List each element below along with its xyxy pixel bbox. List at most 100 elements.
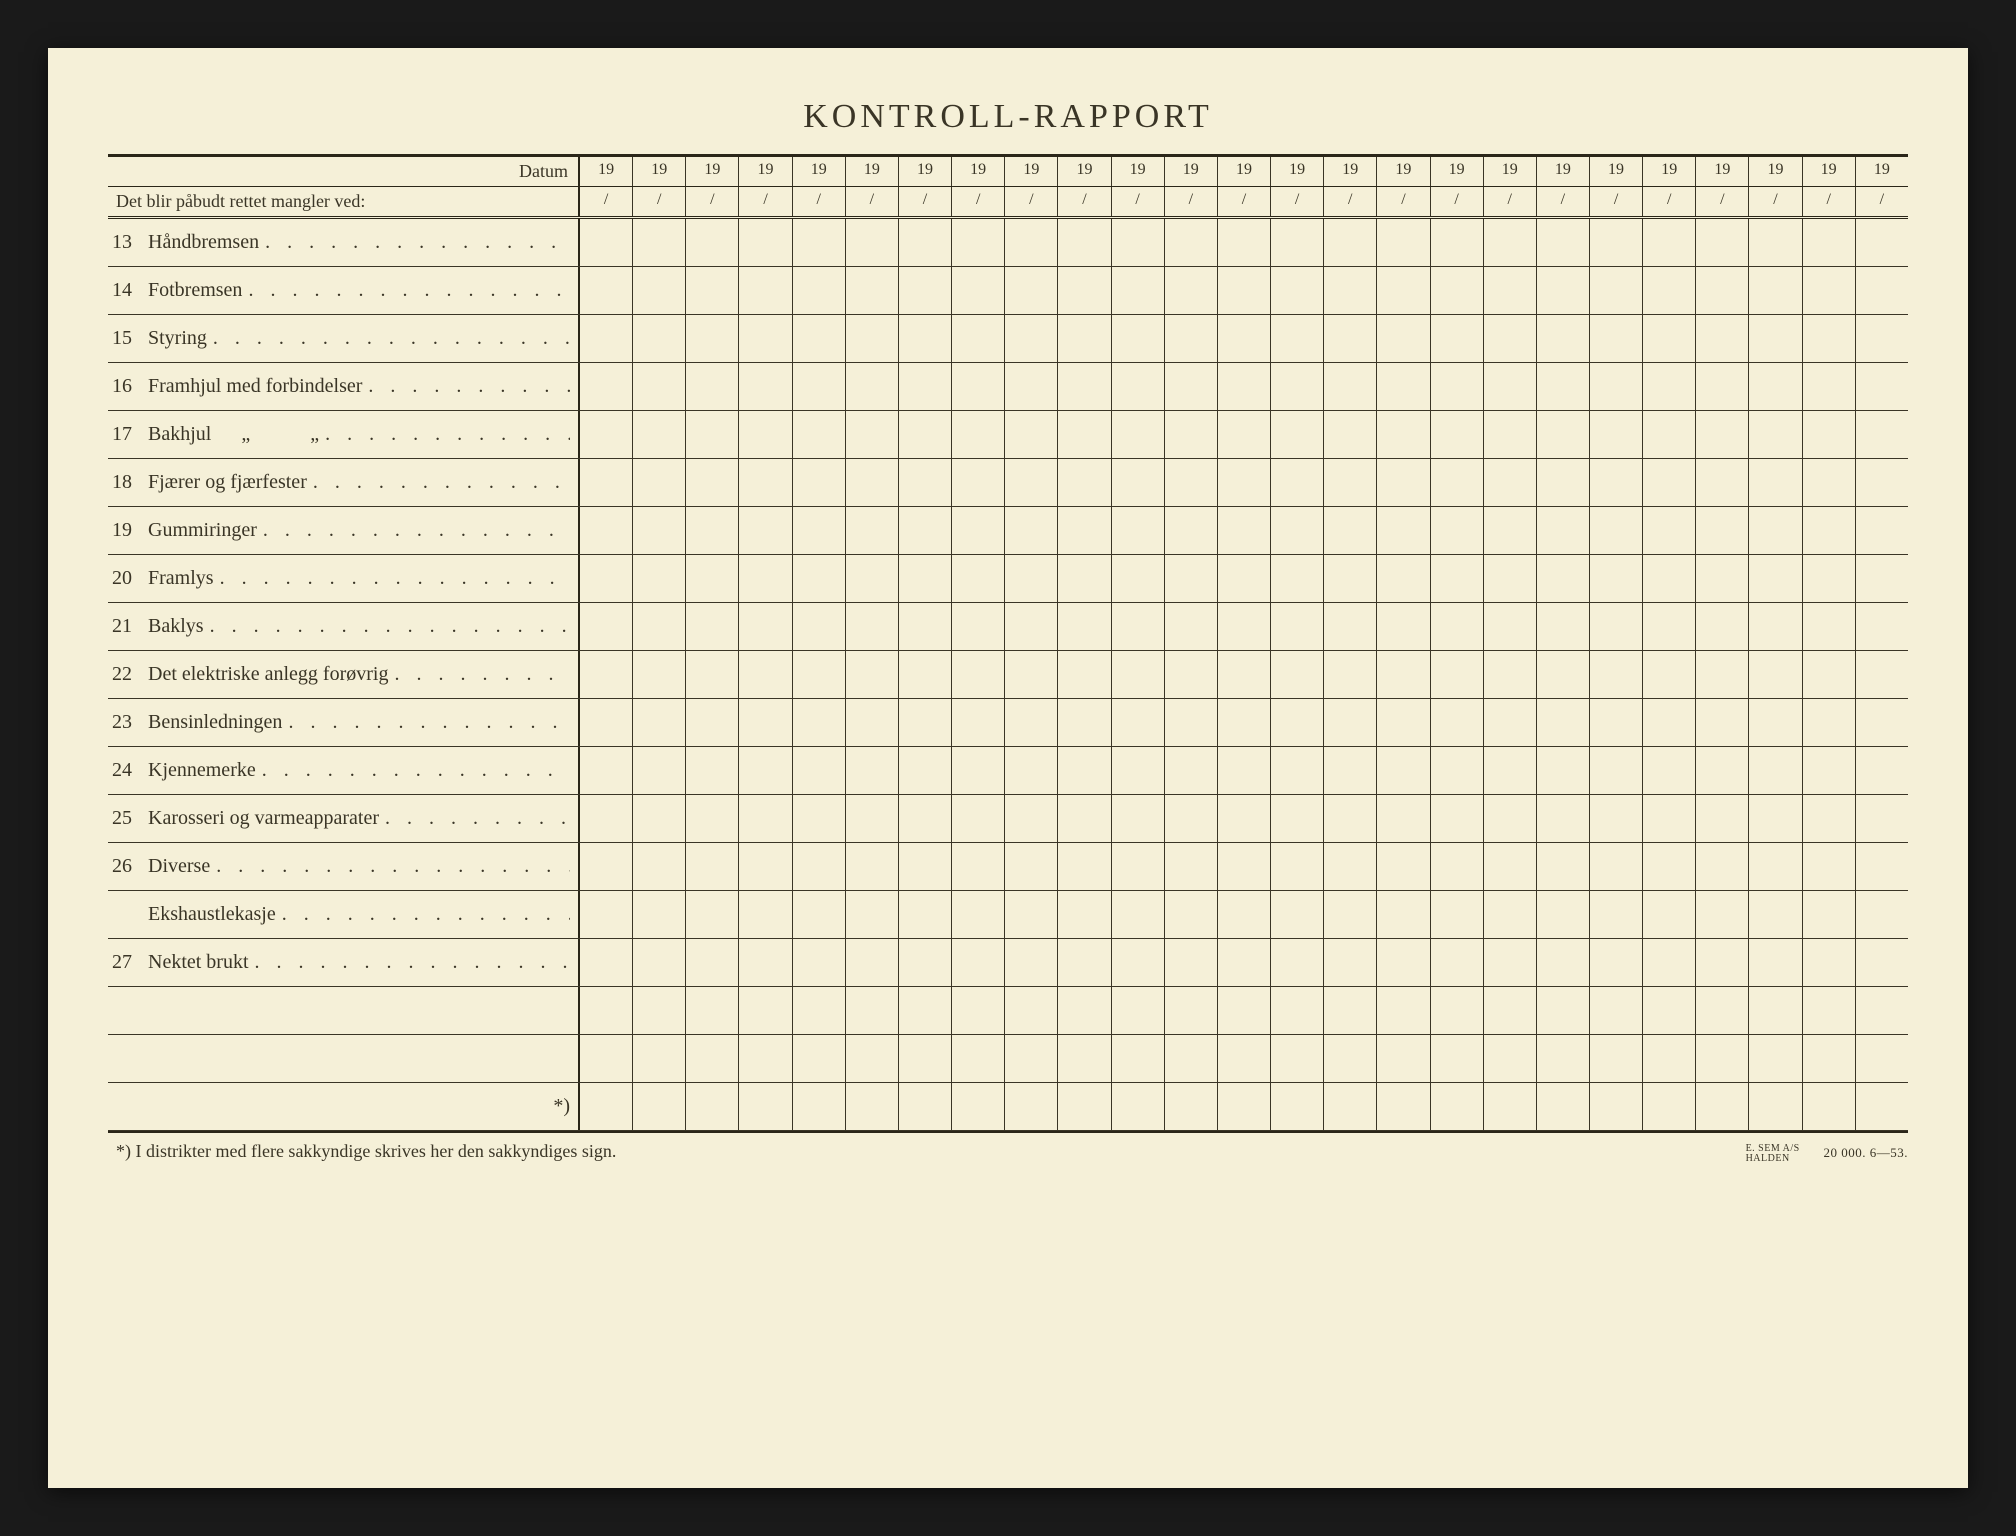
- row-cells: [578, 747, 1908, 794]
- data-cell: [1431, 891, 1484, 938]
- row-label: Håndbremsen. . . . . . . . . . . . . . .…: [148, 219, 578, 266]
- data-cell: [1803, 747, 1856, 794]
- data-cell: [1803, 1083, 1856, 1130]
- data-cell: [1324, 267, 1377, 314]
- data-cell: [686, 603, 739, 650]
- slash-cell: /: [1696, 187, 1749, 216]
- data-cell: [1058, 939, 1111, 986]
- data-cell: [1324, 651, 1377, 698]
- data-cell: [1058, 603, 1111, 650]
- data-cell: [1537, 843, 1590, 890]
- data-cell: [1856, 603, 1908, 650]
- document-title: KONTROLL-RAPPORT: [108, 98, 1908, 136]
- row-label: [148, 1035, 578, 1082]
- data-cell: [1005, 891, 1058, 938]
- table-row: 13Håndbremsen. . . . . . . . . . . . . .…: [108, 219, 1908, 267]
- data-cell: [1377, 747, 1430, 794]
- data-cell: [1165, 603, 1218, 650]
- data-cell: [1431, 603, 1484, 650]
- data-cell: [1856, 1035, 1908, 1082]
- data-cell: [1856, 315, 1908, 362]
- data-cell: [686, 891, 739, 938]
- data-cell: [1218, 555, 1271, 602]
- data-cell: [1643, 795, 1696, 842]
- data-cell: [1696, 555, 1749, 602]
- data-cell: [1005, 1035, 1058, 1082]
- data-cell: [1218, 603, 1271, 650]
- data-cell: [846, 459, 899, 506]
- year-cell: 19: [1803, 157, 1856, 186]
- data-cell: [1058, 795, 1111, 842]
- data-cell: [952, 699, 1005, 746]
- row-label: Bensinledningen. . . . . . . . . . . . .…: [148, 699, 578, 746]
- data-cell: [1749, 555, 1802, 602]
- datum-label: Datum: [108, 157, 578, 186]
- data-cell: [1803, 939, 1856, 986]
- row-cells: [578, 219, 1908, 266]
- data-cell: [1749, 987, 1802, 1034]
- data-cell: [1590, 315, 1643, 362]
- data-cell: [1803, 699, 1856, 746]
- data-cell: [1112, 1035, 1165, 1082]
- data-cell: [1484, 987, 1537, 1034]
- data-cell: [1058, 459, 1111, 506]
- table-row: 14Fotbremsen. . . . . . . . . . . . . . …: [108, 267, 1908, 315]
- data-cell: [1431, 939, 1484, 986]
- data-cell: [1696, 219, 1749, 266]
- data-cell: [1005, 315, 1058, 362]
- data-cell: [1484, 795, 1537, 842]
- data-cell: [1431, 987, 1484, 1034]
- data-cell: [1377, 315, 1430, 362]
- slash-cell: /: [793, 187, 846, 216]
- data-cell: [1856, 795, 1908, 842]
- slash-cell: /: [686, 187, 739, 216]
- table-row: 19Gummiringer. . . . . . . . . . . . . .…: [108, 507, 1908, 555]
- data-cell: [1749, 891, 1802, 938]
- slash-cell: /: [1324, 187, 1377, 216]
- data-cell: [793, 843, 846, 890]
- data-cell: [899, 603, 952, 650]
- data-cell: [686, 507, 739, 554]
- data-cell: [1377, 411, 1430, 458]
- data-cell: [1484, 1083, 1537, 1130]
- data-cell: [1218, 651, 1271, 698]
- data-cell: [1112, 939, 1165, 986]
- data-cell: [1165, 891, 1218, 938]
- data-cell: [1749, 1035, 1802, 1082]
- data-cell: [739, 363, 792, 410]
- data-cell: [686, 699, 739, 746]
- data-cell: [686, 747, 739, 794]
- data-cell: [1165, 315, 1218, 362]
- row-cells: [578, 1035, 1908, 1082]
- data-cell: [846, 939, 899, 986]
- document-card: KONTROLL-RAPPORT Datum 19191919191919191…: [48, 48, 1968, 1488]
- data-cell: [1484, 939, 1537, 986]
- year-columns: 1919191919191919191919191919191919191919…: [578, 157, 1908, 186]
- data-cell: [1749, 507, 1802, 554]
- data-cell: [846, 1035, 899, 1082]
- data-cell: [1696, 843, 1749, 890]
- data-cell: [1005, 459, 1058, 506]
- table-row: 27Nektet brukt. . . . . . . . . . . . . …: [108, 939, 1908, 987]
- slash-cell: /: [1856, 187, 1908, 216]
- data-cell: [1643, 363, 1696, 410]
- data-cell: [1271, 651, 1324, 698]
- data-cell: [739, 1035, 792, 1082]
- data-cell: [1165, 1083, 1218, 1130]
- header-row-sub: Det blir påbudt rettet mangler ved: ////…: [108, 187, 1908, 219]
- row-cells: [578, 939, 1908, 986]
- data-cell: [1324, 795, 1377, 842]
- data-cell: [1696, 795, 1749, 842]
- data-cell: [580, 1035, 633, 1082]
- data-cell: [1643, 891, 1696, 938]
- slash-cell: /: [1643, 187, 1696, 216]
- data-cell: [846, 795, 899, 842]
- data-cell: [1165, 555, 1218, 602]
- data-cell: [739, 795, 792, 842]
- data-cell: [1005, 267, 1058, 314]
- data-cell: [846, 987, 899, 1034]
- row-number: 21: [108, 603, 148, 650]
- data-cell: [1856, 507, 1908, 554]
- data-cell: [1271, 219, 1324, 266]
- data-cell: [1271, 363, 1324, 410]
